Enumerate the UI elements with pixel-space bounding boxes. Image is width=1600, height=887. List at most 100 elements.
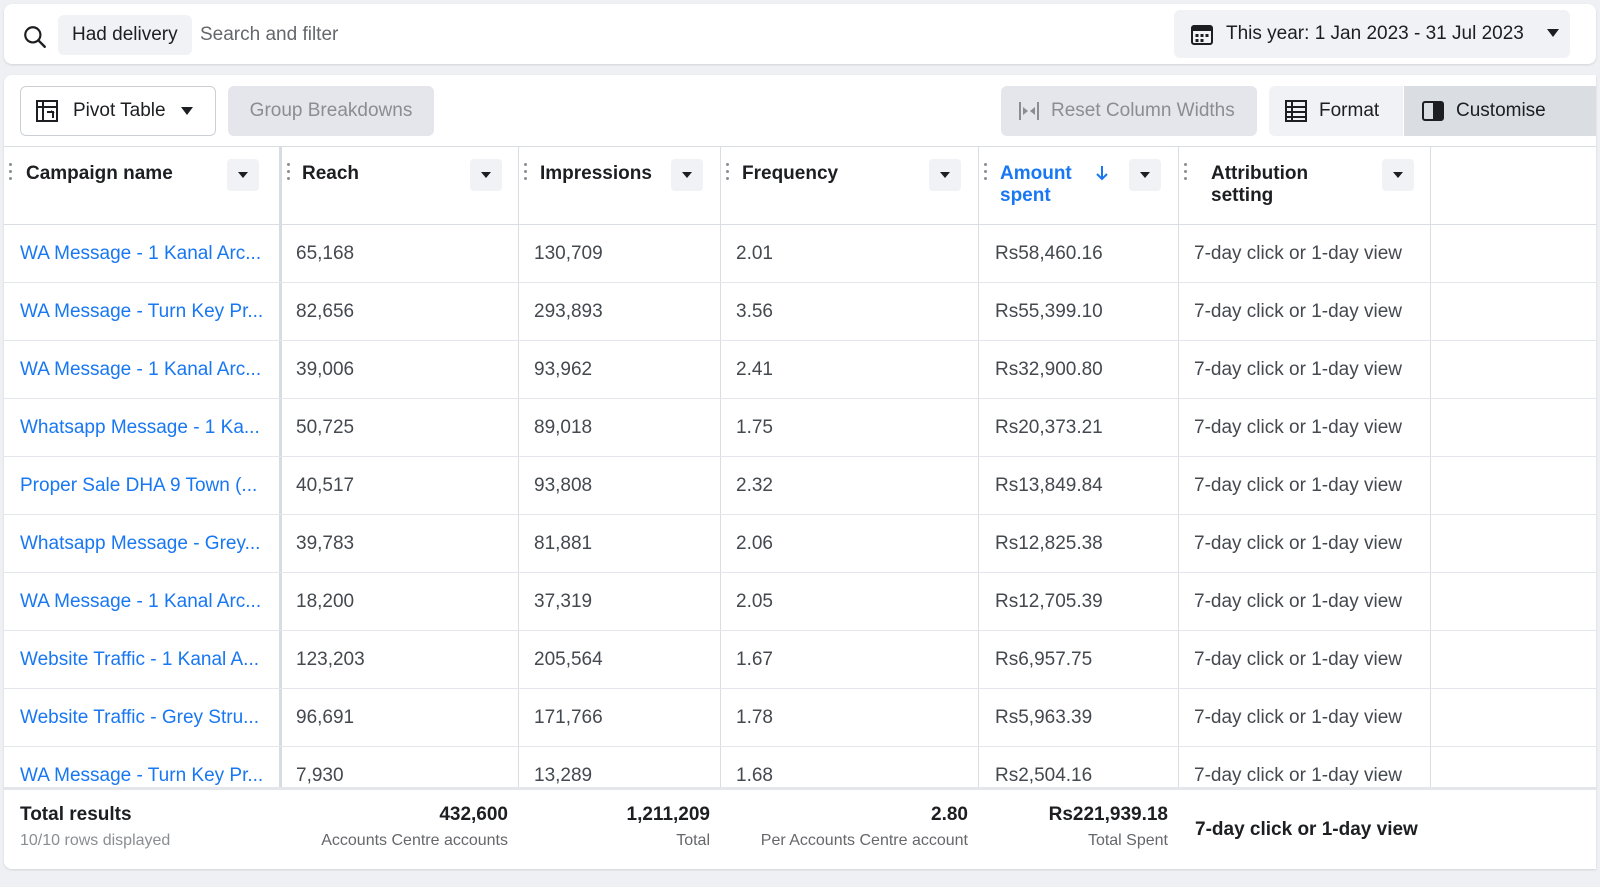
pivot-icon <box>36 100 58 122</box>
amount-spent-cell: Rs12,825.38 <box>995 533 1103 554</box>
campaign-name-link[interactable]: Proper Sale DHA 9 Town (... <box>20 475 258 496</box>
chevron-down-icon <box>1140 172 1150 178</box>
header-impressions-label: Impressions <box>540 163 652 184</box>
frequency-cell: 1.75 <box>736 417 773 438</box>
report-panel: Pivot Table Group Breakdowns Reset Colum… <box>4 75 1596 869</box>
sort-descending-icon[interactable] <box>1095 165 1109 181</box>
side-panel-icon <box>1422 101 1444 121</box>
attribution-cell: 7-day click or 1-day view <box>1194 707 1403 728</box>
totals-reach-caption: Accounts Centre accounts <box>321 832 508 849</box>
attribution-cell: 7-day click or 1-day view <box>1194 301 1403 322</box>
totals-amount-cell: Rs221,939.18 Total Spent <box>979 790 1178 869</box>
format-button[interactable]: Format <box>1269 86 1403 136</box>
date-range-picker[interactable]: This year: 1 Jan 2023 - 31 Jul 2023 <box>1174 10 1570 58</box>
impressions-cell: 89,018 <box>534 417 593 438</box>
campaign-name-link[interactable]: WA Message - 1 Kanal Arc... <box>20 591 262 612</box>
frequency-cell: 2.06 <box>736 533 773 554</box>
attribution-cell: 7-day click or 1-day view <box>1194 765 1403 785</box>
table-header: Campaign name Reach Impressions <box>4 147 1596 225</box>
table-row: WA Message - 1 Kanal Arc... 39,006 93,96… <box>4 341 1596 399</box>
amount-spent-cell: Rs55,399.10 <box>995 301 1103 322</box>
attribution-cell: 7-day click or 1-day view <box>1194 475 1403 496</box>
drag-handle-icon[interactable] <box>524 163 528 187</box>
drag-handle-icon[interactable] <box>287 163 291 187</box>
column-menu-button[interactable] <box>929 159 961 191</box>
header-campaign-name[interactable]: Campaign name <box>4 147 281 225</box>
column-menu-button[interactable] <box>227 159 259 191</box>
table-row: Whatsapp Message - Grey... 39,783 81,881… <box>4 515 1596 573</box>
totals-reach-value: 432,600 <box>439 804 508 825</box>
reach-cell: 50,725 <box>296 417 355 438</box>
header-frequency[interactable]: Frequency <box>721 147 978 225</box>
column-menu-button[interactable] <box>671 159 703 191</box>
campaign-name-link[interactable]: WA Message - Turn Key Pr... <box>20 765 264 785</box>
header-attribution-setting-label: Attribution setting <box>1211 163 1309 206</box>
totals-attribution-cell: 7-day click or 1-day view <box>1179 790 1430 869</box>
customise-label: Customise <box>1456 100 1546 121</box>
drag-handle-icon[interactable] <box>9 163 13 187</box>
frozen-column-shadow <box>279 147 282 787</box>
impressions-cell: 37,319 <box>534 591 593 612</box>
campaign-name-link[interactable]: Website Traffic - 1 Kanal A... <box>20 649 260 670</box>
header-attribution-setting[interactable]: Attribution setting <box>1179 147 1430 225</box>
column-divider <box>518 147 519 869</box>
impressions-cell: 205,564 <box>534 649 603 670</box>
table-row: WA Message - Turn Key Pr... 7,930 13,289… <box>4 747 1596 785</box>
header-campaign-name-label: Campaign name <box>26 163 173 184</box>
drag-handle-icon[interactable] <box>726 163 730 187</box>
attribution-cell: 7-day click or 1-day view <box>1194 649 1403 670</box>
reach-cell: 65,168 <box>296 243 355 264</box>
campaign-name-link[interactable]: WA Message - 1 Kanal Arc... <box>20 243 262 264</box>
totals-amount-value: Rs221,939.18 <box>1048 804 1168 825</box>
totals-amount-caption: Total Spent <box>1087 832 1168 849</box>
search-icon[interactable] <box>22 24 48 50</box>
amount-spent-cell: Rs20,373.21 <box>995 417 1103 438</box>
search-input[interactable] <box>200 16 900 54</box>
column-menu-button[interactable] <box>1129 159 1161 191</box>
drag-handle-icon[interactable] <box>1184 163 1188 187</box>
chevron-down-icon <box>682 172 692 178</box>
campaign-name-link[interactable]: Website Traffic - Grey Stru... <box>20 707 259 728</box>
column-divider <box>978 147 979 869</box>
totals-attribution-value: 7-day click or 1-day view <box>1195 819 1418 840</box>
campaign-name-link[interactable]: Whatsapp Message - 1 Ka... <box>20 417 260 438</box>
frequency-cell: 2.32 <box>736 475 773 496</box>
header-reach[interactable]: Reach <box>282 147 518 225</box>
attribution-cell: 7-day click or 1-day view <box>1194 533 1403 554</box>
column-divider <box>1178 147 1179 869</box>
reach-cell: 40,517 <box>296 475 355 496</box>
search-filter-bar: Had delivery This year: 1 Jan 2023 - 31 … <box>4 4 1596 64</box>
campaign-name-link[interactable]: WA Message - 1 Kanal Arc... <box>20 359 262 380</box>
reach-cell: 39,006 <box>296 359 355 380</box>
customise-button[interactable]: Customise <box>1404 86 1596 136</box>
totals-impressions-cell: 1,211,209 Total <box>519 790 720 869</box>
campaign-name-link[interactable]: Whatsapp Message - Grey... <box>20 533 261 554</box>
date-range-label: This year: 1 Jan 2023 - 31 Jul 2023 <box>1226 23 1524 44</box>
header-amount-spent[interactable]: Amount spent <box>979 147 1178 225</box>
pivot-table-button[interactable]: Pivot Table <box>20 86 216 136</box>
frequency-cell: 1.78 <box>736 707 773 728</box>
impressions-cell: 130,709 <box>534 243 603 264</box>
frequency-cell: 1.68 <box>736 765 773 785</box>
campaign-name-link[interactable]: WA Message - Turn Key Pr... <box>20 301 264 322</box>
totals-frequency-cell: 2.80 Per Accounts Centre account <box>721 790 978 869</box>
table-format-icon <box>1285 100 1307 122</box>
reset-column-widths-button[interactable]: Reset Column Widths <box>1001 86 1257 136</box>
filter-chip-had-delivery[interactable]: Had delivery <box>58 15 192 55</box>
drag-handle-icon[interactable] <box>984 163 988 187</box>
amount-spent-cell: Rs32,900.80 <box>995 359 1103 380</box>
chevron-down-icon <box>1547 29 1559 37</box>
table-toolbar: Pivot Table Group Breakdowns Reset Colum… <box>4 75 1596 147</box>
table-row: Proper Sale DHA 9 Town (... 40,517 93,80… <box>4 457 1596 515</box>
column-menu-button[interactable] <box>1382 159 1414 191</box>
header-impressions[interactable]: Impressions <box>519 147 720 225</box>
calendar-icon <box>1191 25 1213 45</box>
group-breakdowns-button[interactable]: Group Breakdowns <box>228 86 434 136</box>
column-divider <box>720 147 721 869</box>
column-menu-button[interactable] <box>470 159 502 191</box>
reach-cell: 39,783 <box>296 533 355 554</box>
totals-frequency-value: 2.80 <box>931 804 968 825</box>
chevron-down-icon <box>940 172 950 178</box>
campaign-table: Campaign name Reach Impressions <box>4 147 1596 869</box>
pivot-table-label: Pivot Table <box>73 100 166 121</box>
